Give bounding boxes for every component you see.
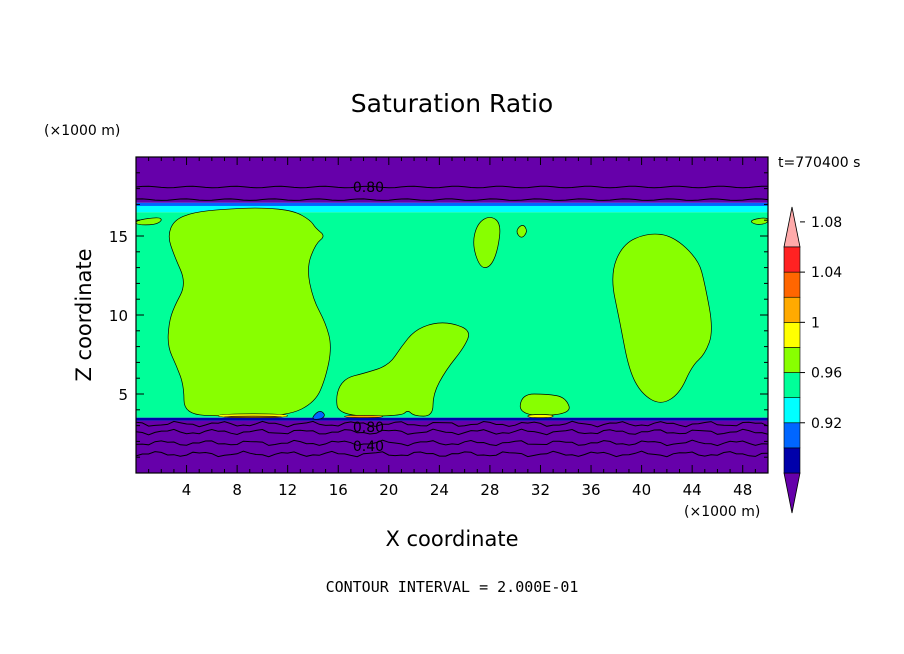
colorbar-swatch [783,296,801,323]
contour-region-2 [473,217,501,268]
chart-title: Saturation Ratio [351,89,553,118]
colorbar-swatch [783,397,801,424]
contour-line-4 [136,439,768,447]
x-tick-label: 4 [182,481,192,499]
fill-band-1 [136,202,768,206]
colorbar-swatch [783,447,801,474]
x-unit-label: (×1000 m) [684,504,760,520]
contour-line-5 [136,450,768,458]
y-tick-label: 10 [109,307,128,325]
x-tick-label: 24 [430,481,449,499]
x-tick-label: 28 [480,481,499,499]
contour-lines [136,185,768,458]
contour-region-6 [136,217,162,226]
fill-band-5 [136,420,768,473]
x-tick-label: 12 [278,481,297,499]
colorbar-swatch [783,322,801,348]
contour-region-10 [344,414,383,419]
contour-line-1 [136,198,768,201]
contour-region-11 [527,414,554,419]
contour-region-0 [167,207,331,417]
colorbar-swatch [783,422,801,449]
plot-area [136,157,768,473]
contour-region-7 [751,217,768,225]
fill-band-4 [136,417,768,421]
contour-region-9 [224,415,282,419]
contour-region-1 [336,322,469,417]
colorbar-label: 0.96 [811,366,842,382]
contour-label-1: 0.80 [353,420,384,436]
colorbar-legend: 0.92 0.96 1 1.04 1.08 [783,206,842,514]
contour-line-2 [136,420,768,428]
fill-band-2 [136,205,768,213]
colorbar-bottom-arrow [783,472,801,514]
colorbar-swatch [783,271,801,298]
contour-labels: 0.80 0.80 0.40 [353,180,384,455]
x-tick-label: 36 [581,481,600,499]
colorbar-swatch [783,372,801,398]
x-tick-label: 16 [329,481,348,499]
x-axis-label: X coordinate [385,527,518,551]
contour-region-12 [312,411,325,420]
colorbar-label: 0.92 [811,416,842,432]
contour-line-0 [136,185,768,189]
contour-label-2: 0.40 [353,439,384,455]
x-tick-label: 8 [232,481,242,499]
x-tick-label: 40 [632,481,651,499]
x-axis: 4 8 12 16 20 24 28 32 36 40 44 48 [148,157,756,499]
contour-region-3 [516,225,527,238]
colorbar-swatch [783,347,801,373]
colorbar-top-arrow [783,206,801,248]
time-label: t=770400 s [778,155,860,171]
y-axis: 5 10 15 [109,172,768,458]
y-tick-label: 5 [118,386,128,404]
contour-line-3 [136,428,768,436]
x-tick-label: 44 [683,481,702,499]
colorbar-label: 1.04 [811,265,842,281]
colorbar-swatch [783,246,801,273]
y-unit-label: (×1000 m) [44,123,120,139]
contour-region-5 [612,233,712,403]
contour-label-0: 0.80 [353,180,384,196]
colorbar-label: 1 [811,315,820,331]
y-tick-label: 15 [109,228,128,246]
y-axis-label: Z coordinate [72,248,96,381]
x-tick-label: 20 [379,481,398,499]
fill-band-0 [136,157,768,203]
x-tick-label: 32 [531,481,550,499]
contour-region-4 [519,393,570,416]
x-tick-label: 48 [733,481,752,499]
colorbar-label: 1.08 [811,215,842,231]
contour-interval-note: CONTOUR INTERVAL = 2.000E-01 [326,578,579,596]
